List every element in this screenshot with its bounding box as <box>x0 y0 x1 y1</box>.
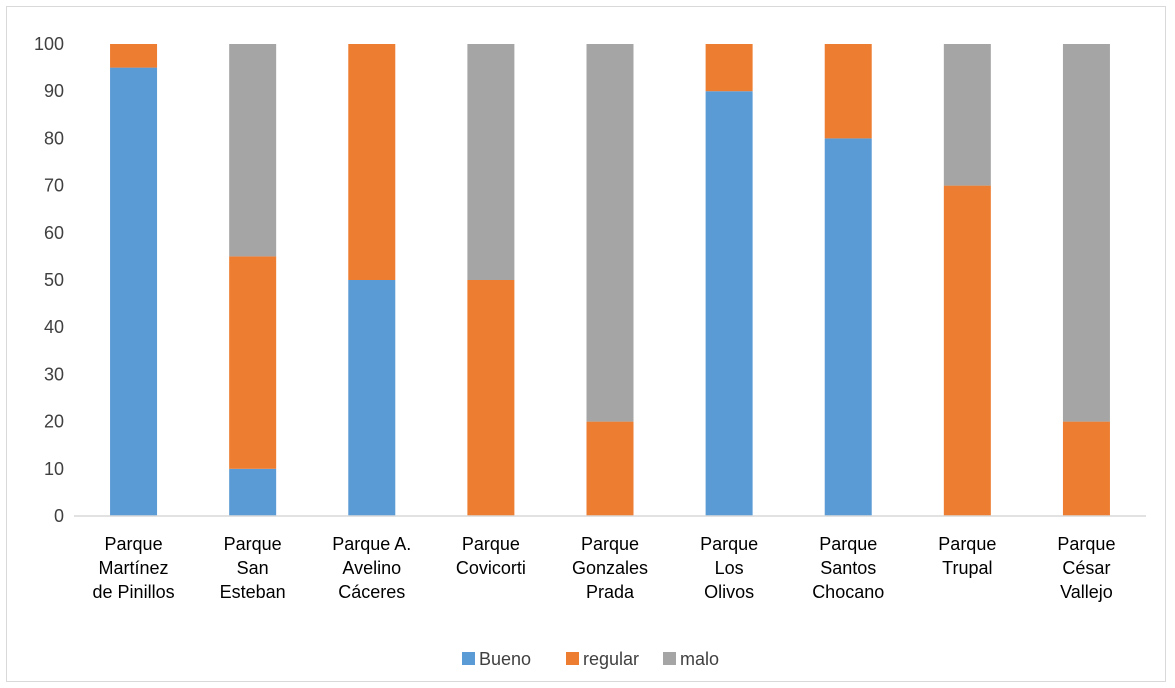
legend-label-bueno: Bueno <box>479 649 531 669</box>
x-category-line: Prada <box>586 582 635 602</box>
y-tick-label: 90 <box>44 81 64 101</box>
x-axis-categories: Parque Martínez de Pinillos Parque San Esteba… <box>93 534 1116 602</box>
x-category-line: Parque A. <box>332 534 411 554</box>
bar-malo-5 <box>586 44 634 422</box>
y-tick-label: 80 <box>44 128 64 148</box>
x-category-line: Parque <box>462 534 520 554</box>
y-tick-label: 100 <box>34 34 64 54</box>
x-category-label: Parque Covicorti <box>456 534 526 578</box>
x-category-label: Parque Gonzales Prada <box>572 534 648 602</box>
bar-regular-7 <box>824 44 872 139</box>
y-tick-label: 20 <box>44 412 64 432</box>
x-category-line: Chocano <box>812 582 884 602</box>
bar-regular-4 <box>467 280 515 516</box>
legend-label-regular: regular <box>583 649 639 669</box>
bar-bueno-2 <box>229 468 277 516</box>
x-category-line: Parque <box>1057 534 1115 554</box>
x-category-line: San <box>237 558 269 578</box>
x-category-line: Martínez <box>99 558 169 578</box>
x-category-line: Parque <box>700 534 758 554</box>
x-category-line: Los <box>715 558 744 578</box>
bar-regular-8 <box>943 185 991 516</box>
bar-malo-8 <box>943 44 991 186</box>
legend-swatch-bueno <box>462 652 475 665</box>
x-category-line: de Pinillos <box>93 582 175 602</box>
x-category-line: Esteban <box>220 582 286 602</box>
x-category-label: Parque Trupal <box>938 534 996 578</box>
x-category-line: Covicorti <box>456 558 526 578</box>
x-category-label: Parque A. Avelino Cáceres <box>332 534 411 602</box>
x-category-label: Parque Santos Chocano <box>812 534 884 602</box>
legend: Bueno regular malo <box>462 649 719 669</box>
bar-regular-5 <box>586 421 634 516</box>
x-category-line: Parque <box>105 534 163 554</box>
y-tick-label: 10 <box>44 459 64 479</box>
x-category-line: César <box>1062 558 1110 578</box>
x-category-line: Gonzales <box>572 558 648 578</box>
y-tick-label: 40 <box>44 317 64 337</box>
legend-swatch-malo <box>663 652 676 665</box>
bar-bueno-3 <box>348 280 396 516</box>
bar-bueno-6 <box>705 91 753 516</box>
x-category-label: Parque César Vallejo <box>1057 534 1115 602</box>
x-category-line: Avelino <box>342 558 401 578</box>
x-category-line: Olivos <box>704 582 754 602</box>
bar-regular-2 <box>229 256 277 469</box>
bar-malo-2 <box>229 44 277 257</box>
bar-bueno-1 <box>110 67 158 516</box>
x-category-label: Parque San Esteban <box>220 534 286 602</box>
x-category-line: Trupal <box>942 558 992 578</box>
legend-swatch-regular <box>566 652 579 665</box>
y-tick-label: 50 <box>44 270 64 290</box>
y-tick-label: 70 <box>44 176 64 196</box>
y-tick-label: 0 <box>54 506 64 526</box>
x-category-line: Vallejo <box>1060 582 1113 602</box>
x-category-line: Cáceres <box>338 582 405 602</box>
legend-label-malo: malo <box>680 649 719 669</box>
bar-malo-9 <box>1062 44 1110 422</box>
x-category-line: Parque <box>224 534 282 554</box>
y-axis-ticks: 0 10 20 30 40 50 60 70 80 90 100 <box>34 34 64 526</box>
bar-regular-9 <box>1062 421 1110 516</box>
bar-regular-3 <box>348 44 396 280</box>
y-tick-label: 30 <box>44 364 64 384</box>
bars-group <box>110 44 1110 516</box>
y-tick-label: 60 <box>44 223 64 243</box>
x-category-label: Parque Martínez de Pinillos <box>93 534 175 602</box>
bar-regular-6 <box>705 44 753 92</box>
x-category-line: Parque <box>819 534 877 554</box>
bar-malo-4 <box>467 44 515 280</box>
x-category-label: Parque Los Olivos <box>700 534 758 602</box>
bar-regular-1 <box>110 44 158 68</box>
x-category-line: Santos <box>820 558 876 578</box>
x-category-line: Parque <box>938 534 996 554</box>
bar-bueno-7 <box>824 138 872 516</box>
x-category-line: Parque <box>581 534 639 554</box>
